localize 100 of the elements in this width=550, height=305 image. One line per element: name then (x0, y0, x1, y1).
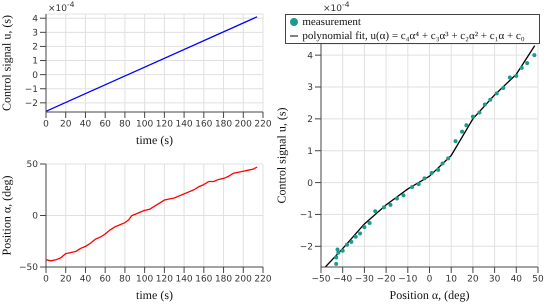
x-axis-title: time (s) (136, 288, 173, 302)
point (501, 86, 506, 90)
x-tick-label: 60 (99, 274, 112, 284)
point (477, 110, 482, 114)
y-tick-label: 0 (32, 70, 38, 81)
y-tick-label: 3 (32, 28, 38, 39)
point (401, 193, 406, 198)
y-tick-label: −1 (300, 210, 313, 221)
legend-label: polynomial fit, u(α) = c₄α⁴ + c₃α³ + c₂α² + c₁α + c₀ (302, 30, 525, 42)
x-tick-label: 50 (532, 274, 544, 284)
point (334, 262, 338, 266)
y-tick-label: −2 (300, 242, 313, 252)
text: ×10$^{-4}$ (323, 0, 350, 14)
point (416, 182, 421, 186)
x-tick-label: −30 (354, 274, 374, 284)
x-tick-label: 140 (175, 119, 193, 130)
point (514, 74, 518, 78)
x-tick-label: 160 (195, 274, 213, 284)
y-axis-title: Control signal u, (s) (0, 15, 14, 111)
x-tick-label: 20 (60, 274, 72, 284)
y-tick-label: 1 (307, 146, 313, 157)
x-tick-label: 120 (156, 274, 174, 284)
point (520, 66, 524, 70)
x-tick-label: 100 (136, 119, 154, 130)
y-tick-label: 2 (32, 42, 38, 53)
x-tick-label: 0 (43, 274, 50, 284)
x-tick-label: 10 (445, 274, 458, 284)
point (368, 221, 372, 226)
point (482, 102, 487, 107)
y-tick-label: −1 (24, 84, 38, 95)
x-tick-label: 100 (136, 274, 154, 284)
y-tick-label: 0 (32, 212, 38, 222)
y-tick-label: 1 (32, 56, 38, 67)
x-tick-label: 40 (80, 274, 92, 284)
x-tick-label: 200 (234, 119, 252, 130)
x-tick-label: 80 (119, 119, 131, 130)
x-tick-label: 220 (254, 274, 272, 284)
x-tick-label: 80 (119, 274, 131, 284)
line-series (324, 44, 536, 267)
y-tick-label: −50 (19, 263, 38, 274)
y-tick-label: 3 (307, 83, 313, 94)
point (388, 202, 392, 207)
point (464, 123, 468, 128)
point (362, 225, 366, 230)
point (436, 168, 440, 172)
y-tick-label: 4 (307, 51, 314, 62)
point (345, 242, 350, 247)
point (470, 114, 475, 119)
y-tick-label: 50 (26, 160, 38, 170)
x-tick-label: −10 (398, 274, 418, 284)
x-axis-title: time (s) (136, 133, 173, 147)
point (494, 91, 499, 96)
x-tick-label: 30 (488, 274, 501, 284)
y-tick-label: 4 (32, 14, 38, 24)
point (394, 196, 399, 201)
point (460, 130, 464, 134)
x-tick-label: 120 (156, 119, 174, 130)
point (382, 205, 386, 210)
point (525, 61, 530, 66)
y-tick-label: −2 (24, 99, 38, 110)
x-tick-label: 140 (175, 274, 193, 284)
point (508, 75, 512, 80)
point (335, 247, 340, 252)
point (334, 255, 338, 260)
x-tick-label: 40 (510, 274, 522, 284)
y-axis-title: Control signal u, (s) (274, 108, 288, 204)
x-tick-label: 40 (80, 119, 92, 130)
x-tick-label: 180 (214, 119, 232, 130)
x-tick-label: 20 (60, 119, 72, 130)
point (454, 139, 458, 144)
point (422, 176, 427, 180)
x-tick-label: −20 (376, 274, 396, 284)
point (354, 234, 358, 239)
x-tick-label: 0 (43, 119, 50, 130)
point (430, 171, 434, 176)
point (532, 53, 536, 58)
point (488, 98, 492, 102)
x-tick-label: 200 (234, 274, 252, 284)
x-tick-label: 0 (426, 274, 433, 284)
x-tick-label: −40 (333, 274, 352, 284)
point (446, 156, 450, 160)
point (410, 185, 414, 190)
point (373, 209, 378, 214)
x-tick-label: 60 (99, 119, 112, 130)
point (440, 161, 445, 166)
point (349, 240, 354, 244)
legend-label: measurement (302, 16, 361, 28)
y-tick-label: 2 (307, 115, 313, 126)
y-axis-title: Position α, (deg) (0, 176, 14, 256)
x-tick-label: 220 (254, 119, 272, 130)
line-series (46, 166, 258, 262)
annotation: ×10$^{-4}$ (48, 0, 74, 14)
y-tick-label: 0 (307, 178, 314, 189)
x-tick-label: 160 (195, 119, 213, 130)
point (340, 248, 345, 253)
x-tick-label: 180 (214, 274, 232, 284)
point (358, 232, 362, 236)
point (336, 250, 340, 255)
x-tick-label: 20 (467, 274, 479, 284)
x-axis-title: Position α, (deg) (390, 288, 470, 302)
